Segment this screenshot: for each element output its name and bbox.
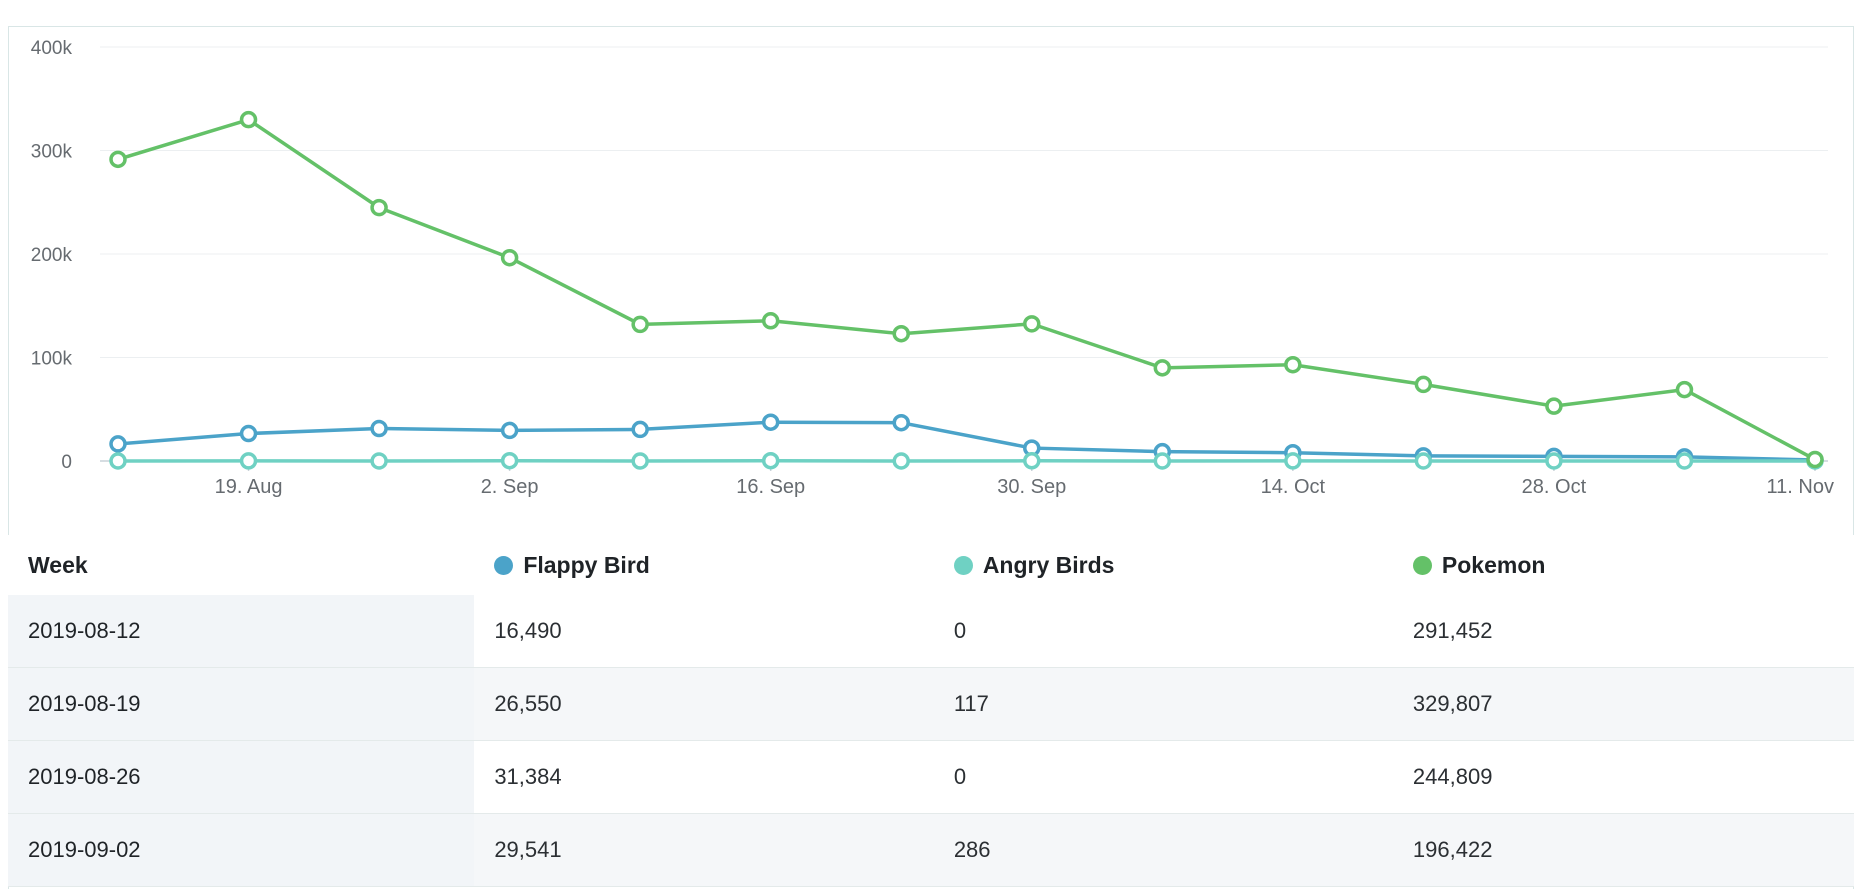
flappy-bird-cell: 31,384 bbox=[474, 740, 934, 814]
y-tick-label: 100k bbox=[31, 349, 73, 370]
week-cell: 2019-08-12 bbox=[8, 595, 475, 668]
pokemon-point bbox=[631, 315, 649, 334]
flappy-bird-series-line bbox=[116, 420, 1817, 462]
angry-birds-cell: 286 bbox=[933, 813, 1393, 887]
flappy-bird-point bbox=[631, 420, 649, 439]
angry-birds-point bbox=[239, 452, 258, 470]
angry-birds-point bbox=[109, 452, 127, 470]
y-tick-label: 400k bbox=[31, 38, 73, 59]
line-chart: 0 100k 200k 300k 400k 19. Aug 2. Sep 16. Sep 30.… bbox=[31, 38, 1834, 498]
table-row: 2019-09-02 29,541 286 196,422 bbox=[8, 813, 1854, 887]
angry-birds-legend-dot bbox=[953, 555, 973, 575]
pokemon-point bbox=[239, 110, 258, 129]
pokemon-point bbox=[1414, 375, 1433, 394]
flappy-bird-point bbox=[370, 419, 388, 438]
y-tick-label: 300k bbox=[31, 142, 73, 163]
week-cell: 2019-08-26 bbox=[8, 740, 475, 814]
angry-birds-point bbox=[892, 452, 910, 470]
pokemon-cell: 291,452 bbox=[1392, 595, 1854, 668]
pokemon-point bbox=[1284, 355, 1302, 374]
x-tick-label: 2. Sep bbox=[481, 476, 539, 498]
flappy-bird-point bbox=[761, 413, 780, 431]
flappy-bird-cell: 29,541 bbox=[474, 813, 934, 887]
data-table: Week Flappy Bird Angry Birds Pokemon 201… bbox=[8, 535, 1854, 887]
flappy-bird-point bbox=[239, 424, 258, 443]
table-row: 2019-08-19 26,550 117 329,807 bbox=[8, 667, 1854, 741]
angry-birds-point bbox=[1675, 452, 1694, 470]
x-tick-label: 19. Aug bbox=[215, 476, 283, 498]
flappy-bird-cell: 26,550 bbox=[474, 667, 934, 741]
table-header-row: Week Flappy Bird Angry Birds Pokemon bbox=[8, 535, 1854, 595]
pokemon-series-line bbox=[116, 117, 1817, 462]
angry-birds-point bbox=[1153, 452, 1172, 470]
x-tick-label: 14. Oct bbox=[1261, 476, 1326, 498]
pokemon-column-header[interactable]: Pokemon bbox=[1392, 535, 1854, 595]
angry-birds-point bbox=[1414, 452, 1433, 470]
week-cell: 2019-08-19 bbox=[8, 667, 475, 741]
y-tick-label: 200k bbox=[31, 245, 73, 266]
angry-birds-cell: 0 bbox=[933, 595, 1393, 668]
week-column-header[interactable]: Week bbox=[8, 535, 475, 595]
pokemon-point bbox=[109, 150, 127, 169]
x-tick-label: 16. Sep bbox=[736, 476, 805, 498]
pokemon-point bbox=[1023, 315, 1041, 333]
angry-birds-cell: 0 bbox=[933, 740, 1393, 814]
angry-birds-point bbox=[1284, 452, 1302, 470]
angry-birds-point bbox=[500, 451, 519, 470]
x-tick-label: 11. Nov bbox=[1767, 476, 1834, 498]
flappy-bird-point bbox=[892, 413, 910, 432]
table-row: 2019-08-26 31,384 0 244,809 bbox=[8, 740, 1854, 814]
pokemon-cell: 329,807 bbox=[1392, 667, 1854, 741]
x-tick-label: 30. Sep bbox=[997, 476, 1066, 498]
pokemon-point bbox=[1675, 380, 1694, 399]
angry-birds-point bbox=[631, 452, 649, 470]
angry-birds-cell: 117 bbox=[933, 667, 1393, 741]
pokemon-cell: 196,422 bbox=[1392, 813, 1854, 887]
y-tick-label: 0 bbox=[61, 452, 72, 473]
pokemon-point bbox=[761, 312, 780, 330]
angry-birds-point bbox=[761, 451, 780, 470]
pokemon-point bbox=[500, 248, 519, 267]
x-tick-label: 28. Oct bbox=[1522, 476, 1587, 498]
table-row: 2019-08-12 16,490 0 291,452 bbox=[8, 595, 1854, 668]
pokemon-cell: 244,809 bbox=[1392, 740, 1854, 814]
flappy-bird-column-header[interactable]: Flappy Bird bbox=[474, 535, 934, 595]
flappy-bird-cell: 16,490 bbox=[474, 595, 934, 668]
pokemon-point bbox=[1806, 450, 1824, 469]
pokemon-point bbox=[1153, 359, 1172, 377]
pokemon-point bbox=[370, 198, 388, 217]
pokemon-point bbox=[892, 324, 910, 343]
angry-birds-point bbox=[1023, 452, 1041, 470]
pokemon-point bbox=[1545, 397, 1563, 415]
angry-birds-point bbox=[1545, 452, 1563, 470]
week-cell: 2019-09-02 bbox=[8, 813, 475, 887]
pokemon-legend-dot bbox=[1412, 555, 1432, 575]
flappy-bird-legend-dot bbox=[494, 555, 514, 575]
flappy-bird-point bbox=[500, 421, 519, 440]
angry-birds-column-header[interactable]: Angry Birds bbox=[933, 535, 1393, 595]
flappy-bird-point bbox=[109, 435, 127, 453]
angry-birds-point bbox=[370, 452, 388, 470]
